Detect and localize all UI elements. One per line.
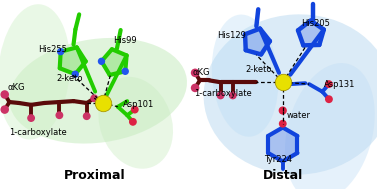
Text: Proximal: Proximal	[63, 169, 125, 182]
Text: Asp101: Asp101	[123, 100, 154, 109]
Point	[230, 94, 236, 97]
Point	[280, 109, 286, 112]
Text: 1-carboxylate: 1-carboxylate	[194, 89, 252, 98]
Point	[100, 101, 106, 105]
Text: αKG: αKG	[192, 68, 210, 77]
Text: His205: His205	[302, 19, 331, 28]
Ellipse shape	[204, 14, 377, 175]
Polygon shape	[245, 29, 270, 54]
Point	[280, 81, 286, 84]
Point	[91, 97, 97, 100]
Text: 1-carboxylate: 1-carboxylate	[9, 128, 67, 137]
Point	[280, 122, 286, 125]
Ellipse shape	[212, 15, 278, 137]
Ellipse shape	[0, 4, 70, 139]
Text: His99: His99	[113, 36, 137, 45]
Polygon shape	[60, 47, 86, 74]
Point	[326, 83, 332, 86]
Polygon shape	[101, 49, 127, 75]
Point	[218, 94, 224, 97]
Point	[192, 86, 198, 89]
Point	[326, 98, 332, 101]
Text: Asp131: Asp131	[324, 80, 356, 89]
Text: 2-keto: 2-keto	[57, 74, 83, 83]
Ellipse shape	[9, 38, 187, 144]
Ellipse shape	[98, 77, 173, 169]
Point	[132, 108, 138, 111]
Point	[72, 73, 78, 76]
Text: His129: His129	[217, 31, 246, 40]
Polygon shape	[298, 21, 324, 45]
Point	[28, 117, 34, 120]
Point	[122, 70, 128, 73]
Text: water: water	[287, 111, 311, 120]
Point	[84, 115, 90, 118]
Text: Distal: Distal	[263, 169, 303, 182]
Point	[130, 120, 136, 123]
Point	[2, 108, 8, 111]
Text: Tyr224: Tyr224	[264, 155, 292, 164]
Point	[192, 71, 198, 74]
Text: His255: His255	[38, 45, 67, 54]
Polygon shape	[268, 128, 297, 161]
Point	[56, 114, 62, 117]
Ellipse shape	[285, 63, 375, 189]
Point	[2, 93, 8, 96]
Text: 2-keto: 2-keto	[245, 65, 271, 74]
Point	[58, 50, 64, 53]
Point	[98, 60, 104, 63]
Text: αKG: αKG	[8, 83, 25, 92]
